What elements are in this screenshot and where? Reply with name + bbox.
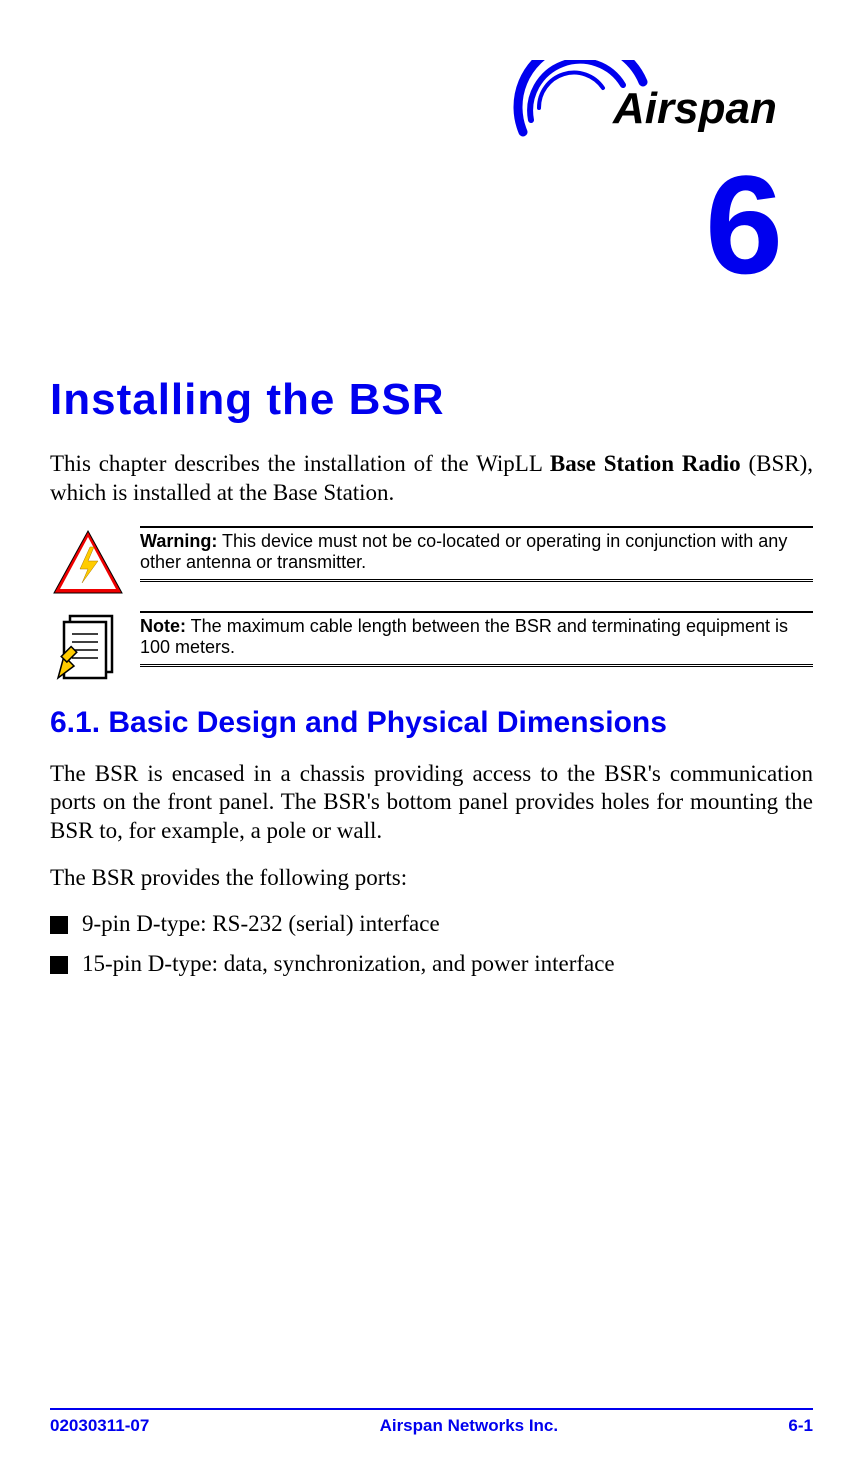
footer-left: 02030311-07: [50, 1416, 149, 1436]
intro-bold: Base Station Radio: [550, 451, 741, 476]
page-footer: 02030311-07 Airspan Networks Inc. 6-1: [50, 1408, 813, 1436]
warning-text: This device must not be co-located or op…: [140, 531, 787, 573]
warning-label: Warning:: [140, 531, 217, 551]
chapter-title: Installing the BSR: [50, 375, 813, 425]
warning-callout: Warning: This device must not be co-loca…: [50, 526, 813, 601]
list-item: 15-pin D-type: data, synchronization, an…: [50, 951, 813, 977]
section-6-1-para2: The BSR provides the following ports:: [50, 864, 813, 893]
note-label: Note:: [140, 616, 186, 636]
warning-icon: [50, 526, 125, 601]
bullet-text-1: 15-pin D-type: data, synchronization, an…: [82, 951, 615, 977]
chapter-number: 6: [50, 155, 813, 295]
note-text-box: Note: The maximum cable length between t…: [140, 611, 813, 667]
ports-list: 9-pin D-type: RS-232 (serial) interface …: [50, 911, 813, 977]
bullet-text-0: 9-pin D-type: RS-232 (serial) interface: [82, 911, 440, 937]
bullet-square-icon: [50, 916, 68, 934]
section-6-1-heading: 6.1. Basic Design and Physical Dimension…: [50, 706, 813, 740]
note-callout: Note: The maximum cable length between t…: [50, 611, 813, 686]
list-item: 9-pin D-type: RS-232 (serial) interface: [50, 911, 813, 937]
footer-right: 6-1: [788, 1416, 813, 1436]
footer-center: Airspan Networks Inc.: [380, 1416, 559, 1436]
warning-text-box: Warning: This device must not be co-loca…: [140, 526, 813, 582]
intro-paragraph: This chapter describes the installation …: [50, 450, 813, 508]
note-icon: [50, 611, 125, 686]
bullet-square-icon: [50, 956, 68, 974]
svg-text:Airspan: Airspan: [612, 84, 777, 133]
logo-area: Airspan: [50, 60, 813, 155]
section-6-1-para1: The BSR is encased in a chassis providin…: [50, 760, 813, 846]
note-text: The maximum cable length between the BSR…: [140, 616, 788, 658]
airspan-logo: Airspan: [503, 60, 793, 150]
intro-pre: This chapter describes the installation …: [50, 451, 550, 476]
